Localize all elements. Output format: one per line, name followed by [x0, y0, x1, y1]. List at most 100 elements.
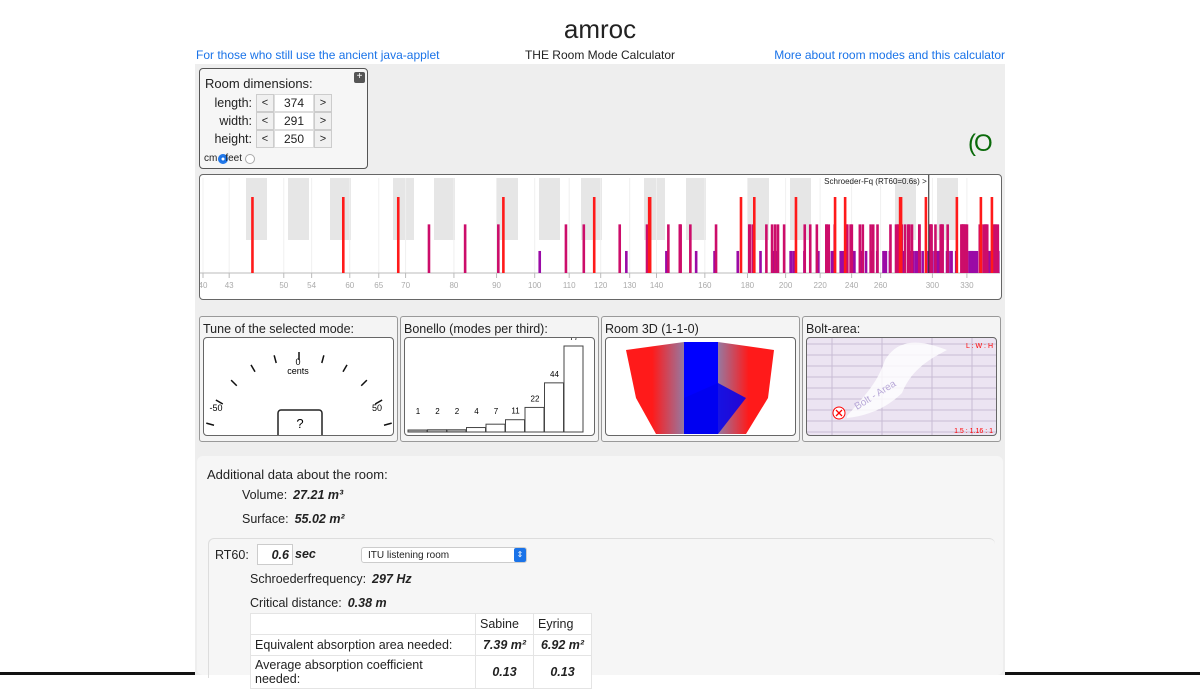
room-modes-chart[interactable]: 40 43 50 54 60 65 70 80 90 100 110 120 130 140 160 180 2… — [199, 174, 1002, 300]
tangential-mode-bar — [748, 224, 752, 273]
tangential-mode-bar — [825, 224, 828, 273]
oblique-mode-bar — [884, 250, 888, 273]
tangential-mode-bar — [427, 224, 431, 273]
tune-value-box — [277, 409, 323, 435]
oblique-mode-bar — [538, 250, 542, 273]
absorption-table: Sabine Eyring Equivalent absorption area … — [250, 613, 592, 689]
tangential-mode-bar — [903, 224, 907, 273]
rt60-input[interactable]: 0.6 — [257, 544, 293, 565]
length-decrease-button[interactable]: < — [256, 94, 274, 112]
volume-row: Volume: 27.21 m³ — [242, 488, 343, 502]
tangential-mode-bar — [463, 224, 467, 273]
feet-label: feet — [225, 153, 243, 164]
unit-selector: cm feet — [204, 153, 256, 164]
oblique-mode-bar — [921, 250, 924, 273]
tangential-mode-bar — [645, 224, 649, 273]
length-input[interactable]: 374 — [274, 94, 314, 112]
axial-mode-bar — [739, 197, 743, 273]
tick-label: 220 — [813, 281, 827, 290]
additional-data-section: Additional data about the room: Volume: 2… — [197, 456, 1003, 675]
tangential-mode-bar — [894, 224, 898, 273]
tangential-mode-bar — [582, 224, 586, 273]
tick-label: 70 — [401, 281, 410, 290]
oblique-mode-bar — [853, 250, 856, 273]
cm-radio[interactable] — [218, 153, 229, 164]
bonello-panel: Bonello (modes per third): 1224711224477 — [400, 316, 599, 442]
tune-title: Tune of the selected mode: — [203, 322, 355, 336]
bolt-panel: Bolt-area: Bolt - Area L : W : H 1.5 : 1… — [802, 316, 1001, 442]
tangential-mode-bar — [667, 224, 670, 273]
tangential-mode-bar — [934, 224, 937, 273]
axial-mode-bar — [592, 197, 596, 273]
floor — [684, 383, 746, 434]
room-type-select[interactable]: ITU listening room ⇕ — [361, 547, 527, 563]
length-increase-button[interactable]: > — [314, 94, 332, 112]
tangential-mode-bar — [930, 224, 933, 273]
oblique-mode-bar — [839, 250, 843, 273]
schroeder-value: 297 Hz — [372, 572, 412, 586]
tangential-mode-bar — [889, 224, 892, 273]
meter-tick — [250, 364, 256, 373]
meter-tick — [273, 355, 277, 364]
tangential-mode-bar — [910, 224, 914, 273]
bolt-svg: Bolt - Area L : W : H 1.5 : 1.16 : 1 — [807, 338, 996, 435]
tangential-mode-bar — [679, 224, 682, 273]
oblique-mode-bar — [883, 250, 886, 273]
feet-radio[interactable] — [245, 153, 256, 164]
room3d-svg — [626, 342, 774, 434]
min-label: -50 — [209, 403, 222, 413]
axial-mode-bar — [752, 197, 756, 273]
rt60-unit: sec — [295, 547, 316, 561]
room3d-view[interactable] — [605, 337, 796, 436]
height-input[interactable]: 250 — [274, 130, 314, 148]
oblique-mode-bar — [936, 250, 939, 273]
tangential-mode-bar — [770, 224, 774, 273]
critical-label: Critical distance: — [250, 596, 342, 610]
tick-label: 140 — [650, 281, 664, 290]
bonello-label: 2 — [435, 407, 440, 416]
oblique-mode-bar — [914, 250, 917, 273]
tick-label: 54 — [307, 281, 316, 290]
height-increase-button[interactable]: > — [314, 130, 332, 148]
oblique-mode-bar — [864, 250, 868, 273]
tick-label: 80 — [449, 281, 458, 290]
height-decrease-button[interactable]: < — [256, 130, 274, 148]
java-applet-link[interactable]: For those who still use the ancient java… — [196, 48, 440, 62]
schroeder-row: Schroederfrequency: 297 Hz — [250, 572, 412, 586]
meter-tick — [206, 422, 215, 426]
rt60-label: RT60: — [215, 548, 249, 562]
logo: (O — [968, 130, 993, 157]
tangential-mode-bar — [689, 224, 692, 273]
tangential-mode-bar — [497, 224, 500, 273]
bonello-label: 11 — [511, 407, 520, 416]
plus-square-icon[interactable]: + — [354, 72, 365, 83]
bonello-svg: 1224711224477 — [407, 338, 584, 433]
width-increase-button[interactable]: > — [314, 112, 332, 130]
oblique-mode-bar — [950, 250, 953, 273]
sabine-value: 7.39 m² — [475, 634, 534, 656]
red-x-circle-icon — [832, 406, 846, 420]
tangential-mode-bar — [618, 224, 622, 273]
tick-label: 50 — [279, 281, 288, 290]
table-row: Equivalent absorption area needed: 7.39 m… — [250, 634, 592, 656]
tangential-mode-bar — [871, 224, 875, 273]
bonello-label: 4 — [474, 407, 479, 416]
tick-label: 90 — [492, 281, 501, 290]
oblique-mode-bar — [817, 250, 820, 273]
bonello-chart: 1224711224477 — [404, 337, 595, 436]
tangential-mode-bar — [918, 224, 921, 273]
header-eyring: Eyring — [533, 613, 592, 635]
eyring-value: 6.92 m² — [533, 634, 592, 656]
oblique-mode-bar — [775, 250, 778, 273]
tangential-mode-bar — [985, 224, 989, 273]
tangential-mode-bar — [845, 224, 848, 273]
width-decrease-button[interactable]: < — [256, 112, 274, 130]
oblique-mode-bar — [789, 250, 793, 273]
bonello-title: Bonello (modes per third): — [404, 322, 548, 336]
header-cell — [250, 613, 476, 635]
width-input[interactable]: 291 — [274, 112, 314, 130]
modes-svg: 40 43 50 54 60 65 70 80 90 100 110 120 130 140 160 180 2… — [200, 175, 1000, 290]
about-link[interactable]: More about room modes and this calculato… — [774, 48, 1005, 62]
tangential-mode-bar — [808, 224, 812, 273]
oblique-mode-bar — [975, 250, 979, 273]
